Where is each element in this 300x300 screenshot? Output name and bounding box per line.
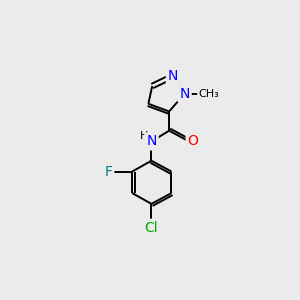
Text: Cl: Cl	[145, 221, 158, 235]
Text: N: N	[146, 134, 157, 148]
Text: N: N	[179, 87, 190, 101]
Text: F: F	[104, 164, 112, 178]
Text: CH₃: CH₃	[199, 89, 220, 99]
Text: N: N	[168, 69, 178, 83]
Text: O: O	[188, 134, 199, 148]
Text: H: H	[140, 131, 148, 141]
